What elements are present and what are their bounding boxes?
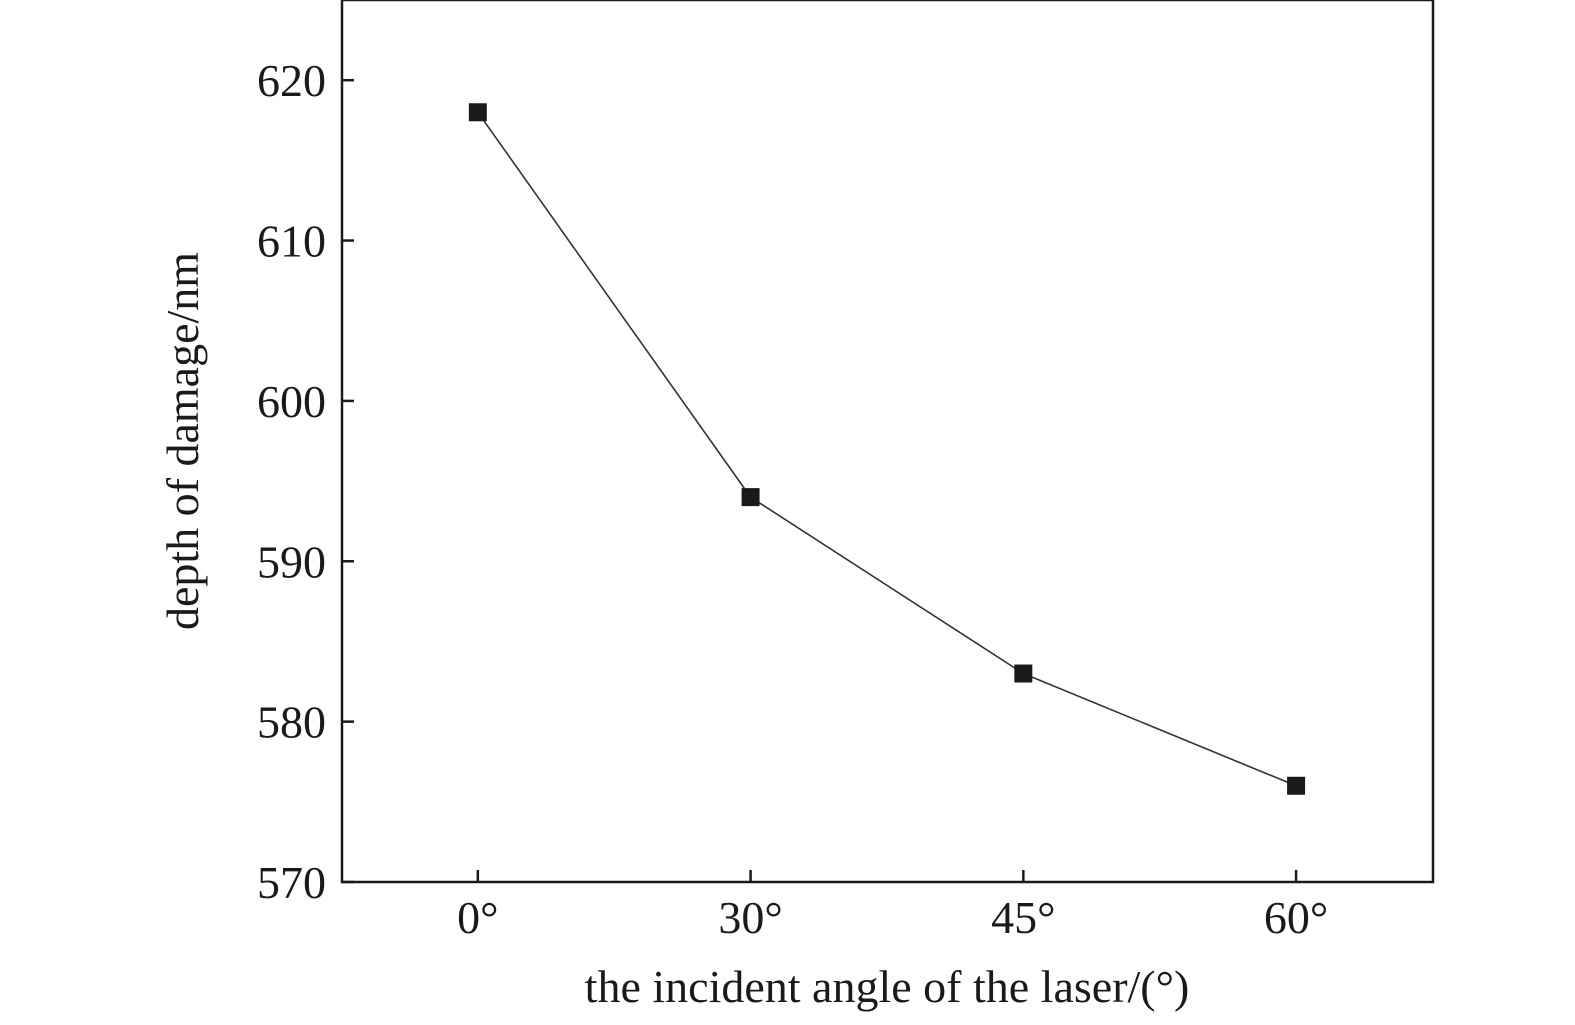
data-point-marker bbox=[468, 103, 487, 122]
x-tick-label: 0° bbox=[457, 892, 498, 943]
plot-frame bbox=[340, 0, 1435, 884]
series-line bbox=[477, 111, 1297, 787]
data-point-marker bbox=[741, 488, 760, 507]
y-tick-label: 610 bbox=[257, 216, 326, 267]
y-tick-label: 590 bbox=[257, 536, 326, 587]
x-axis-title: the incident angle of the laser/(°) bbox=[585, 961, 1190, 1012]
x-tick-label: 30° bbox=[718, 892, 782, 943]
data-series bbox=[468, 103, 1306, 795]
x-axis-ticks: 0° 30° 45° 60° bbox=[457, 870, 1328, 943]
y-tick-label: 580 bbox=[257, 697, 326, 748]
y-tick-label: 570 bbox=[257, 857, 326, 908]
x-tick-label: 60° bbox=[1264, 892, 1328, 943]
x-tick-label: 45° bbox=[991, 892, 1055, 943]
y-axis-ticks: 570 580 590 600 610 620 bbox=[257, 55, 354, 908]
y-tick-label: 600 bbox=[257, 376, 326, 427]
data-point-marker bbox=[1287, 776, 1306, 795]
data-point-marker bbox=[1014, 664, 1033, 683]
y-tick-label: 620 bbox=[257, 55, 326, 106]
y-axis-title: depth of damage/nm bbox=[157, 252, 208, 630]
